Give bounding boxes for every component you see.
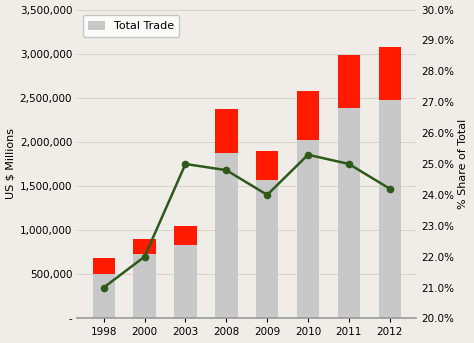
Bar — [337, 55, 360, 108]
Bar — [337, 108, 360, 318]
Bar — [174, 226, 197, 245]
Bar — [256, 151, 278, 180]
Bar — [256, 180, 278, 318]
Bar — [379, 47, 401, 100]
Bar — [92, 274, 115, 318]
Bar — [92, 258, 115, 274]
Legend: Total Trade: Total Trade — [82, 15, 180, 37]
Bar — [215, 109, 237, 153]
Bar — [379, 100, 401, 318]
Bar — [133, 254, 156, 318]
Y-axis label: US $ Millions: US $ Millions — [6, 129, 16, 200]
Bar — [215, 153, 237, 318]
Bar — [297, 91, 319, 140]
Bar — [297, 140, 319, 318]
Bar — [174, 245, 197, 318]
Bar — [133, 239, 156, 254]
Y-axis label: % Share of Total: % Share of Total — [458, 119, 468, 209]
